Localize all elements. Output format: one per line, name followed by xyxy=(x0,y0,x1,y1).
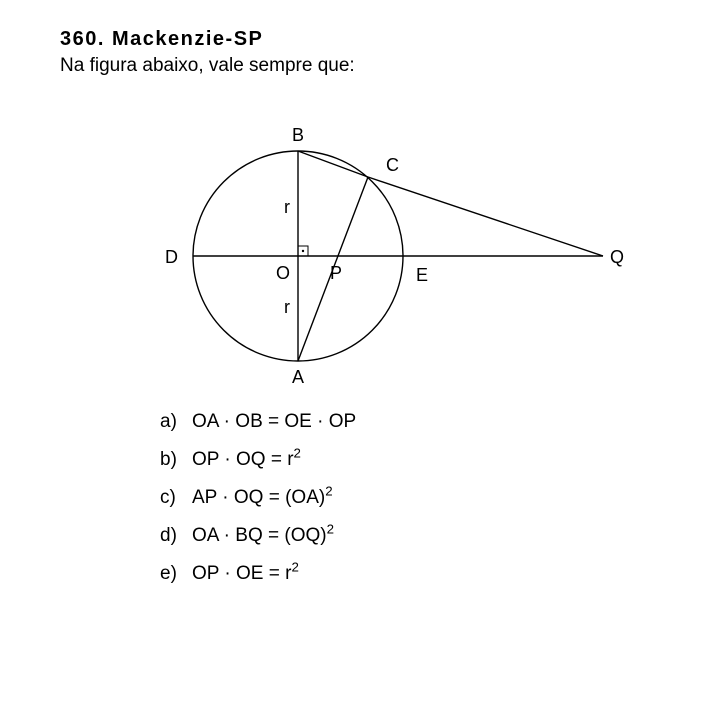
question-prompt: Na figura abaixo, vale sempre que: xyxy=(60,55,644,77)
option-e-letter: e) xyxy=(160,563,192,585)
svg-text:D: D xyxy=(165,247,178,267)
svg-text:r: r xyxy=(284,297,290,317)
figure-container: B C D E Q O P Ar r xyxy=(60,91,682,391)
option-b-text: OP · OQ = r2 xyxy=(192,449,301,471)
svg-text:r: r xyxy=(284,197,290,217)
option-c-text: AP · OQ = (OA)2 xyxy=(192,487,333,509)
svg-text:Q: Q xyxy=(610,247,624,267)
option-b-letter: b) xyxy=(160,449,192,471)
option-e: e) OP · OE = r2 xyxy=(160,563,644,585)
svg-text:O: O xyxy=(276,263,290,283)
option-d-letter: d) xyxy=(160,525,192,547)
svg-text:B: B xyxy=(292,125,304,145)
option-a-letter: a) xyxy=(160,411,192,433)
option-a-text: OA · OB = OE · OP xyxy=(192,411,356,433)
option-d-text: OA · BQ = (OQ)2 xyxy=(192,525,334,547)
option-d: d) OA · BQ = (OQ)2 xyxy=(160,525,644,547)
option-c: c) AP · OQ = (OA)2 xyxy=(160,487,644,509)
exercise-page: 360. Mackenzie-SP Na figura abaixo, vale… xyxy=(0,0,704,722)
svg-text:P: P xyxy=(330,263,342,283)
option-a: a) OA · OB = OE · OP xyxy=(160,411,644,433)
options-list: a) OA · OB = OE · OP b) OP · OQ = r2 c) … xyxy=(60,411,644,585)
svg-text:A: A xyxy=(292,367,304,387)
question-number-source: 360. Mackenzie-SP xyxy=(60,28,644,51)
svg-text:E: E xyxy=(416,265,428,285)
option-b: b) OP · OQ = r2 xyxy=(160,449,644,471)
svg-text:C: C xyxy=(386,155,399,175)
option-c-letter: c) xyxy=(160,487,192,509)
geometry-figure: B C D E Q O P Ar r xyxy=(98,91,638,391)
option-e-text: OP · OE = r2 xyxy=(192,563,299,585)
